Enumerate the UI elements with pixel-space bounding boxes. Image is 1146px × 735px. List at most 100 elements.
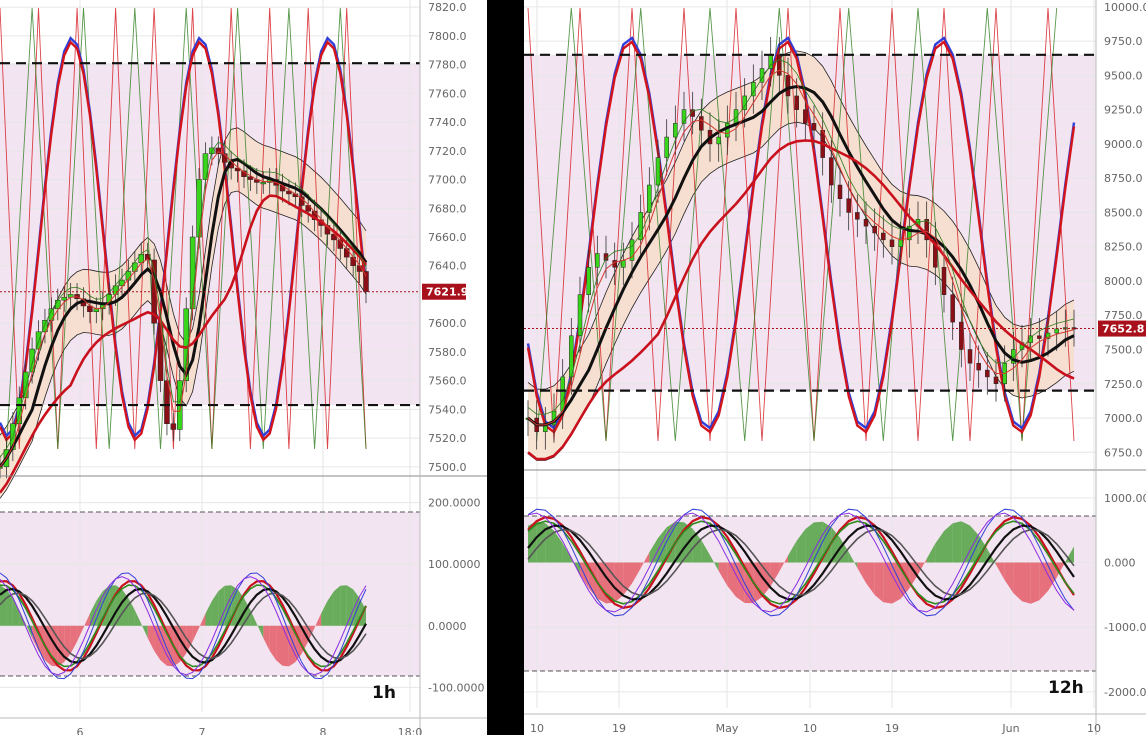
- x-tick-label: 19: [612, 722, 626, 735]
- candle: [1045, 332, 1051, 339]
- zigzag-green: [5, 7, 367, 450]
- osc-histogram-area: [1039, 562, 1048, 601]
- upper-band-line: [527, 50, 1075, 390]
- osc-histogram-area: [970, 525, 979, 563]
- price-tick-label: 7800.0: [428, 30, 467, 43]
- candle: [157, 322, 164, 381]
- osc-tick-label: 100.0000: [428, 558, 481, 571]
- osc-histogram-area: [1022, 562, 1031, 604]
- price-tick-label: 8000.0: [1104, 275, 1143, 288]
- osc-tick-label: 0.0000: [428, 620, 467, 633]
- osc-histogram-area: [340, 585, 347, 626]
- candle: [655, 157, 661, 186]
- osc-histogram-area: [545, 523, 554, 563]
- candle: [993, 376, 999, 385]
- price-tick-label: 7820.0: [428, 1, 467, 14]
- candle: [950, 294, 955, 323]
- osc-histogram-area: [211, 591, 219, 626]
- lower-band-line: [0, 190, 367, 499]
- candle: [331, 233, 337, 241]
- osc-histogram-area: [154, 625, 161, 661]
- osc-histogram-area: [944, 523, 953, 563]
- candle: [202, 153, 209, 180]
- candle: [846, 198, 851, 213]
- osc-histogram-area: [77, 625, 84, 642]
- last-price-badge: [1098, 320, 1146, 337]
- candle: [924, 219, 929, 241]
- candle: [164, 380, 170, 424]
- osc-tick-label: 200.0000: [428, 497, 481, 510]
- price-tick-label: 7720.0: [428, 145, 467, 158]
- candle: [1037, 335, 1042, 339]
- osc-histogram-area: [218, 585, 225, 626]
- osc-histogram-area: [269, 625, 277, 661]
- osc-histogram-area: [327, 591, 334, 626]
- candle: [170, 423, 177, 430]
- candle: [967, 349, 973, 364]
- osc-histogram-area: [1004, 562, 1014, 593]
- x-tick-label: 10: [530, 722, 544, 735]
- ma-red-line: [0, 194, 368, 494]
- candle: [699, 116, 704, 131]
- price-tick-label: 7660.0: [428, 231, 467, 244]
- osc-histogram-area: [996, 562, 1005, 581]
- osc-histogram-area: [935, 531, 944, 563]
- osc-tick-label: -1000.000: [1104, 621, 1146, 634]
- candle: [305, 205, 311, 212]
- osc-histogram-area: [128, 598, 135, 626]
- osc-histogram-area: [263, 625, 270, 651]
- candle: [61, 297, 67, 301]
- price-tick-label: 8250.0: [1104, 241, 1143, 254]
- price-tick-label: 9750.0: [1104, 35, 1143, 48]
- price-tick-label: 7500.0: [428, 461, 467, 474]
- keltner-channel-fill: [0, 127, 366, 499]
- chart-panel-12h: 10000.0 9750.0 9500.0 9250.0 9000.0 8750.0 850…: [524, 0, 1146, 735]
- candle: [215, 147, 222, 154]
- osc-histogram-area: [192, 625, 200, 642]
- osc-histogram-area: [1030, 562, 1040, 604]
- osc-histogram-area: [346, 585, 354, 626]
- price-tick-label: 7520.0: [428, 432, 467, 445]
- candle: [863, 219, 869, 227]
- candle: [577, 294, 583, 337]
- price-tick-label: 7500.0: [1104, 344, 1143, 357]
- candle: [629, 239, 635, 261]
- osc-histogram-area: [554, 530, 563, 563]
- osc-histogram-area: [353, 589, 360, 626]
- osc-histogram-area: [831, 527, 840, 563]
- price-tick-label: 7640.0: [428, 260, 467, 273]
- candle: [286, 190, 292, 195]
- candle: [837, 184, 843, 199]
- osc-histogram-area: [796, 529, 806, 563]
- osc-histogram-area: [276, 625, 283, 666]
- candle: [985, 369, 990, 378]
- candle: [1028, 335, 1033, 343]
- candle: [363, 271, 369, 292]
- osc-histogram-area: [1013, 562, 1022, 602]
- x-tick-label: 18:0: [398, 726, 423, 735]
- candle: [681, 109, 687, 124]
- osc-black-line: [0, 587, 367, 664]
- zigzag-red: [0, 7, 367, 450]
- candle: [586, 267, 591, 295]
- osc-histogram-area: [701, 540, 710, 563]
- ma-black-line: [527, 84, 1075, 427]
- last-price-label: 7621.9: [426, 286, 468, 299]
- candle: [247, 176, 254, 180]
- price-tick-label: 7560.0: [428, 375, 467, 388]
- x-tick-label: 8: [320, 726, 327, 735]
- osc-histogram-area: [926, 543, 936, 563]
- zigzag-red: [527, 7, 1075, 442]
- price-tick-label: 6750.0: [1104, 446, 1143, 459]
- price-tick-label: 7750.0: [1104, 309, 1143, 322]
- x-tick-label: 10: [803, 722, 817, 735]
- candle: [803, 109, 808, 124]
- osc-tick-label: -100.0000: [428, 681, 484, 694]
- ma-thin-green-line: [527, 59, 1075, 415]
- chart-panel-1h: 7820.0 7800.0 7780.0 7760.0 7740.0 7720.0 7700…: [0, 0, 487, 735]
- osc-histogram-area: [83, 613, 90, 628]
- x-tick-label: 10: [1087, 722, 1101, 735]
- osc-histogram-area: [762, 562, 771, 598]
- candle: [196, 179, 202, 238]
- candle: [638, 212, 643, 241]
